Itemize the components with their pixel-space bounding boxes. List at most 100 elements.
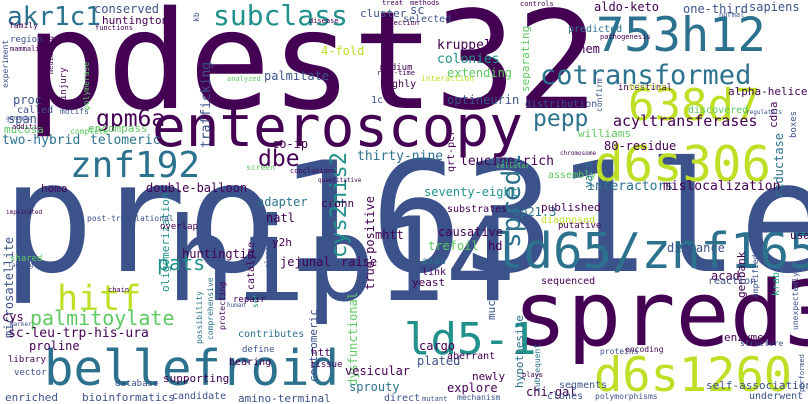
word-direct: direct bbox=[384, 393, 421, 404]
word-polymerase: polymerase bbox=[82, 61, 91, 110]
word-vesicular: vesicular bbox=[345, 364, 411, 378]
word-bioinformatics: bioinformatics bbox=[82, 391, 175, 404]
word-hip14: hip14 bbox=[166, 193, 516, 328]
word-akr1c1: akr1c1 bbox=[7, 2, 101, 32]
word-detection: detection bbox=[381, 19, 419, 27]
word-quantitative: quantitative bbox=[318, 177, 362, 184]
word-highly: highly bbox=[380, 79, 417, 90]
word-sapiens: sapiens bbox=[749, 0, 800, 14]
word-possibility: possibility bbox=[195, 291, 204, 344]
word-library: library bbox=[8, 355, 46, 365]
word-mhtt: mhtt bbox=[375, 228, 404, 242]
word-predicted: predicted bbox=[568, 24, 623, 35]
word-substrates: substrates bbox=[447, 204, 508, 215]
word-two-hybrid: two-hybrid bbox=[2, 133, 81, 148]
word-krab: krab bbox=[771, 271, 782, 296]
word-oligomerization: oligomerization bbox=[159, 192, 172, 292]
word-family: family bbox=[9, 21, 38, 30]
word-methods: methods bbox=[410, 0, 440, 7]
word-enzyme: enzyme bbox=[724, 331, 764, 344]
word-jejunal: jejunal bbox=[280, 255, 331, 269]
word-huntingtin: huntingtin bbox=[182, 247, 255, 261]
word-dbe: dbe bbox=[258, 146, 300, 172]
word-published: published bbox=[541, 201, 601, 214]
word-bearing: bearing bbox=[229, 357, 272, 368]
word-chi-gal: chi-gal bbox=[526, 385, 577, 399]
word-polymorphisms: polymorphisms bbox=[595, 392, 658, 401]
word-spred3: spred3 bbox=[513, 262, 808, 367]
word-defective: defective bbox=[628, 83, 666, 91]
word-subclass: subclass bbox=[213, 0, 348, 32]
word-mucosal: mucosal bbox=[485, 273, 498, 320]
word-pats: pats bbox=[157, 251, 206, 275]
word-hitf: hitf bbox=[57, 279, 142, 319]
word-mediating: mediating bbox=[47, 36, 55, 74]
word-cellular: cellular bbox=[496, 162, 530, 170]
word-proline: proline bbox=[29, 339, 80, 353]
word-pdest32: pdest32 bbox=[25, 0, 599, 141]
word-htt: htt bbox=[311, 346, 331, 359]
word-sc-leu-trp-his-ura: sc-leu-trp-his-ura bbox=[8, 326, 149, 341]
word-injury: injury bbox=[59, 67, 69, 100]
word-functions: functions bbox=[95, 24, 133, 32]
word-one-third: one-third bbox=[683, 2, 749, 16]
word-d6s306: d6s306 bbox=[594, 136, 772, 193]
word-newly: newly bbox=[472, 370, 506, 383]
word-homo: homo bbox=[41, 182, 68, 195]
word-sc: sc bbox=[410, 3, 425, 17]
word-selected: selected bbox=[403, 14, 452, 25]
word-vector: vector bbox=[14, 368, 47, 378]
word-tissue: tissue bbox=[310, 360, 343, 370]
word-medium: medium bbox=[380, 63, 413, 73]
word-mechanism: mechanism bbox=[457, 393, 501, 402]
word-total: total bbox=[795, 195, 808, 202]
word-znf192: znf192 bbox=[70, 145, 201, 186]
word-aberrant: aberrant bbox=[447, 351, 496, 362]
word-overlap: overlap bbox=[160, 222, 198, 232]
word-define: define bbox=[242, 345, 275, 355]
word-proc: proc bbox=[13, 93, 42, 107]
word-regulators: regulators bbox=[746, 109, 783, 116]
word-sequenced: sequenced bbox=[541, 276, 596, 287]
word-cargo: cargo bbox=[419, 339, 456, 353]
word-disease: disease bbox=[309, 17, 339, 25]
word-element: element bbox=[264, 238, 272, 268]
word-aims: aims bbox=[422, 256, 447, 267]
word-real-time: real-time bbox=[377, 69, 415, 77]
word-amino-terminal: amino-terminal bbox=[238, 392, 331, 404]
word-complete: complete bbox=[70, 127, 109, 136]
word-leucine-rich: leucine-rich bbox=[460, 154, 554, 169]
word-adapter: adapter bbox=[257, 195, 308, 209]
word-database: database bbox=[115, 379, 159, 389]
word-palmitate: palmitate bbox=[264, 69, 330, 83]
word-qrt-pcr: qrt-pcr bbox=[446, 129, 457, 172]
word-enteroscopy: enteroscopy bbox=[152, 95, 523, 160]
word-williams: williams bbox=[578, 127, 631, 140]
word-intestinal: intestinal bbox=[618, 83, 673, 93]
word-analyzed: analyzed bbox=[227, 75, 261, 83]
word-chain: chain bbox=[108, 286, 130, 294]
word-chem: chem bbox=[571, 42, 600, 56]
word-span: span bbox=[8, 112, 37, 126]
word-human: human bbox=[227, 302, 246, 309]
word-trafficking: trafficking bbox=[199, 61, 214, 148]
word-interaction: interaction bbox=[421, 74, 474, 83]
word-acad: acad bbox=[711, 269, 740, 283]
word-discovered: discovered bbox=[688, 105, 749, 116]
word-conclusions: conclusions bbox=[290, 167, 337, 175]
word-addition: addition bbox=[12, 123, 46, 131]
word-sprouty: sprouty bbox=[349, 380, 400, 394]
word-cotransformed: cotransformed bbox=[540, 60, 752, 91]
word-genomic: genomic bbox=[6, 115, 32, 122]
word-underwent: underwent bbox=[749, 391, 804, 402]
word-separating: separating bbox=[519, 25, 532, 92]
word-crohn: crohn bbox=[321, 197, 355, 210]
word-enriched: enriched bbox=[5, 391, 58, 404]
word-post-translational: post-translational bbox=[87, 214, 174, 223]
word-d6s1260: d6s1260 bbox=[594, 348, 793, 403]
word-753h12: 753h12 bbox=[596, 8, 766, 63]
word-segments: segments bbox=[559, 380, 608, 391]
word-called: called bbox=[17, 105, 54, 116]
word-structure: structure bbox=[740, 339, 784, 348]
word-comprehensive: comprehensive bbox=[206, 277, 215, 340]
